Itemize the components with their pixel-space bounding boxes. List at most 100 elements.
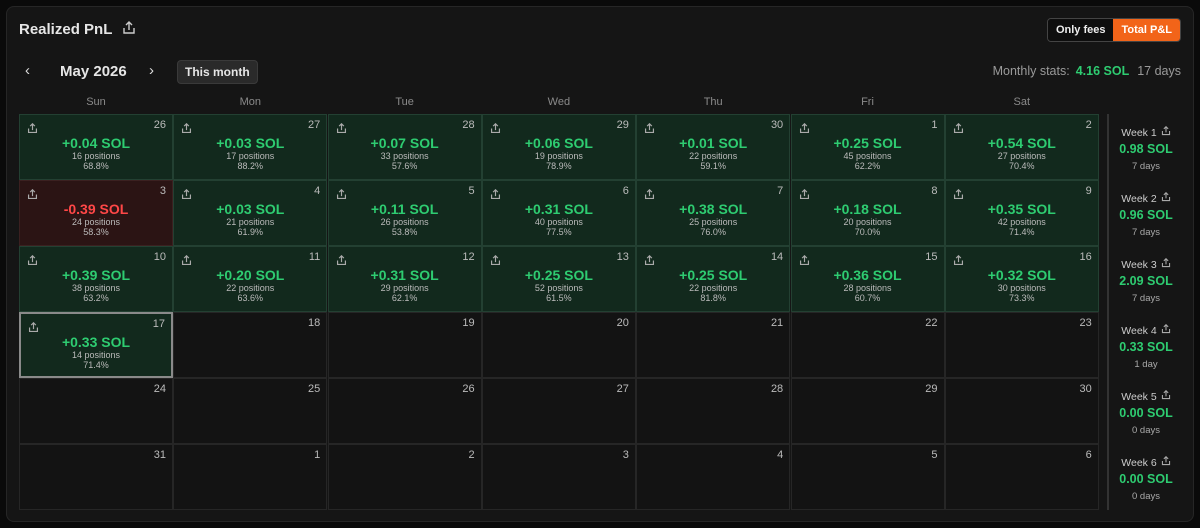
share-icon[interactable] <box>953 187 964 205</box>
share-icon[interactable] <box>27 187 38 205</box>
day-cell[interactable]: 22 <box>790 312 945 378</box>
day-pnl: +0.07 SOL <box>370 135 439 151</box>
this-month-button[interactable]: This month <box>177 60 258 84</box>
weekday-label: Tue <box>395 96 414 108</box>
prev-button[interactable]: ‹ <box>25 62 30 79</box>
day-cell[interactable]: 9 +0.35 SOL 42 positions 71.4% <box>944 180 1099 246</box>
share-icon-shape <box>799 122 809 134</box>
share-icon[interactable] <box>1157 455 1171 469</box>
share-icon[interactable] <box>336 253 347 271</box>
share-icon[interactable] <box>1157 191 1171 205</box>
share-icon[interactable] <box>28 320 39 338</box>
day-cell[interactable]: 3 <box>481 444 636 510</box>
day-cell[interactable]: 28 +0.07 SOL 33 positions 57.6% <box>327 114 482 180</box>
day-cell[interactable]: 7 +0.38 SOL 25 positions 76.0% <box>636 180 791 246</box>
day-number: 30 <box>770 119 784 131</box>
share-icon[interactable] <box>644 253 655 271</box>
day-cell[interactable]: 2 <box>327 444 482 510</box>
share-icon-shape <box>645 254 655 266</box>
next-button[interactable]: › <box>149 62 154 79</box>
day-cell[interactable]: 21 <box>636 312 791 378</box>
day-cell[interactable]: 6 +0.31 SOL 40 positions 77.5% <box>481 180 636 246</box>
share-icon-shape <box>490 122 500 134</box>
share-icon[interactable] <box>490 121 501 139</box>
share-icon-shape <box>953 122 963 134</box>
day-cell[interactable]: 18 <box>173 312 328 378</box>
share-icon-shape <box>953 188 963 200</box>
day-number: 27 <box>616 383 629 395</box>
day-cell[interactable]: 3 -0.39 SOL 24 positions 58.3% <box>19 180 173 246</box>
day-cell[interactable]: 13 +0.25 SOL 52 positions 61.5% <box>481 246 636 312</box>
day-cell[interactable]: 12 +0.31 SOL 29 positions 62.1% <box>327 246 482 312</box>
share-icon[interactable] <box>490 187 501 205</box>
day-number: 14 <box>770 251 784 263</box>
day-cell[interactable]: 2 +0.54 SOL 27 positions 70.4% <box>944 114 1099 180</box>
share-icon[interactable] <box>336 121 347 139</box>
share-icon[interactable] <box>1157 125 1171 139</box>
toggle-option[interactable]: Total P&L <box>1113 19 1180 41</box>
day-winrate: 61.5% <box>546 293 572 303</box>
day-cell[interactable]: 26 <box>327 378 482 444</box>
share-icon[interactable] <box>27 121 38 139</box>
day-cell[interactable]: 4 +0.03 SOL 21 positions 61.9% <box>173 180 328 246</box>
day-cell[interactable]: 15 +0.36 SOL 28 positions 60.7% <box>790 246 945 312</box>
day-cell[interactable]: 23 <box>944 312 1099 378</box>
day-pnl: +0.54 SOL <box>987 135 1056 151</box>
day-cell[interactable]: 20 <box>481 312 636 378</box>
day-cell[interactable]: 17 +0.33 SOL 14 positions 71.4% <box>19 312 173 378</box>
day-cell[interactable]: 25 <box>173 378 328 444</box>
day-number: 8 <box>931 185 938 197</box>
share-icon[interactable] <box>181 121 192 139</box>
day-cell[interactable]: 8 +0.18 SOL 20 positions 70.0% <box>790 180 945 246</box>
day-winrate: 71.4% <box>1009 227 1035 237</box>
share-icon[interactable] <box>27 253 38 271</box>
share-icon[interactable] <box>336 187 347 205</box>
day-cell[interactable]: 31 <box>19 444 173 510</box>
share-icon[interactable] <box>799 187 810 205</box>
share-icon[interactable] <box>644 121 655 139</box>
day-pnl: +0.32 SOL <box>987 267 1056 283</box>
day-number: 1 <box>931 119 938 131</box>
share-icon[interactable] <box>490 253 501 271</box>
share-icon-shape <box>336 188 346 200</box>
share-icon[interactable] <box>799 253 810 271</box>
share-icon-shape <box>799 122 809 134</box>
share-icon[interactable] <box>953 121 964 139</box>
day-cell[interactable]: 26 +0.04 SOL 16 positions 68.8% <box>19 114 173 180</box>
day-cell[interactable]: 1 <box>173 444 328 510</box>
day-cell[interactable]: 27 +0.03 SOL 17 positions 88.2% <box>173 114 328 180</box>
day-cell[interactable]: 27 <box>481 378 636 444</box>
share-icon[interactable] <box>644 187 655 205</box>
day-positions: 16 positions <box>71 151 121 161</box>
share-icon[interactable] <box>1157 257 1171 271</box>
day-cell[interactable]: 10 +0.39 SOL 38 positions 63.2% <box>19 246 173 312</box>
share-icon[interactable] <box>1157 389 1171 403</box>
day-winrate: 70.0% <box>854 227 881 237</box>
day-cell[interactable]: 29 +0.06 SOL 19 positions 78.9% <box>481 114 636 180</box>
day-cell[interactable]: 19 <box>327 312 482 378</box>
share-icon[interactable] <box>1157 323 1171 337</box>
share-icon[interactable] <box>953 253 964 271</box>
share-icon[interactable] <box>181 253 192 271</box>
day-cell[interactable]: 5 +0.11 SOL 26 positions 53.8% <box>327 180 482 246</box>
share-icon[interactable] <box>181 187 192 205</box>
day-cell[interactable]: 6 <box>944 444 1099 510</box>
day-cell[interactable]: 14 +0.25 SOL 22 positions 81.8% <box>636 246 791 312</box>
day-cell[interactable]: 4 <box>636 444 791 510</box>
share-icon-shape <box>490 122 500 134</box>
day-cell[interactable]: 24 <box>19 378 173 444</box>
day-cell[interactable]: 11 +0.20 SOL 22 positions 63.6% <box>173 246 328 312</box>
day-cell[interactable]: 30 <box>944 378 1099 444</box>
day-cell[interactable]: 5 <box>790 444 945 510</box>
toggle-option[interactable]: Only fees <box>1047 19 1114 41</box>
day-winrate: 73.3% <box>1009 293 1035 303</box>
day-cell[interactable]: 29 <box>790 378 945 444</box>
day-cell[interactable]: 16 +0.32 SOL 30 positions 73.3% <box>944 246 1099 312</box>
share-icon-shape <box>182 254 192 266</box>
day-cell[interactable]: 30 +0.01 SOL 22 positions 59.1% <box>636 114 791 180</box>
day-cell[interactable]: 28 <box>636 378 791 444</box>
share-icon[interactable] <box>122 21 136 35</box>
share-icon-shape <box>953 254 963 266</box>
day-cell[interactable]: 1 +0.25 SOL 45 positions 62.2% <box>790 114 945 180</box>
share-icon[interactable] <box>799 121 810 139</box>
